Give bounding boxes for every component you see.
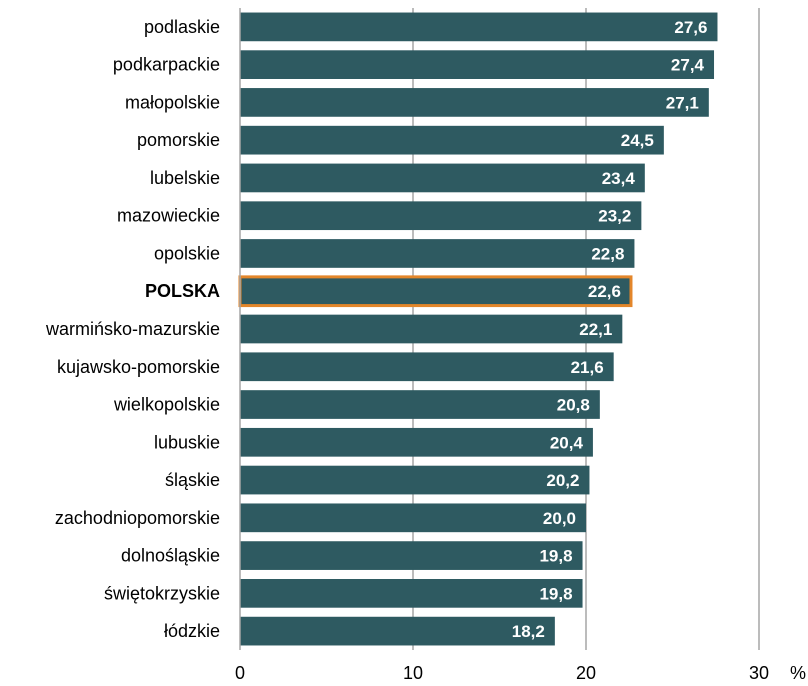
bar-10 [240, 390, 600, 419]
bar-value-label-10: 20,8 [557, 396, 590, 415]
bar-value-label-16: 18,2 [512, 622, 545, 641]
category-label-2: małopolskie [125, 92, 220, 112]
category-label-0: podlaskie [144, 17, 220, 37]
category-label-15: świętokrzyskie [104, 583, 220, 603]
category-label-3: pomorskie [137, 130, 220, 150]
bar-9 [240, 352, 614, 382]
category-label-8: warmińsko-mazurskie [45, 319, 220, 339]
category-label-9: kujawsko-pomorskie [57, 357, 220, 377]
category-label-5: mazowieckie [117, 206, 220, 226]
bar-value-label-9: 21,6 [571, 358, 604, 377]
x-tick-label-0: 0 [235, 663, 245, 683]
bar-value-label-1: 27,4 [671, 56, 705, 75]
category-label-6: opolskie [154, 243, 220, 263]
bar-value-label-5: 23,2 [598, 207, 631, 226]
category-label-14: dolnośląskie [121, 546, 220, 566]
bar-12 [240, 465, 590, 495]
bar-5 [240, 201, 642, 231]
bar-value-label-13: 20,0 [543, 509, 576, 528]
category-label-13: zachodniopomorskie [55, 508, 220, 528]
bar-value-label-15: 19,8 [539, 584, 572, 603]
bar-7 [238, 275, 633, 308]
bar-8 [240, 314, 623, 344]
bar-4 [240, 163, 645, 193]
x-tick-label-30: 30 [749, 663, 769, 683]
bar-14 [240, 541, 583, 570]
bar-value-label-2: 27,1 [666, 93, 699, 112]
bar-value-label-3: 24,5 [621, 131, 654, 150]
bar-3 [240, 125, 664, 155]
bar-value-label-4: 23,4 [602, 169, 636, 188]
bar-1 [240, 50, 715, 79]
bar-0 [240, 12, 718, 42]
bar-16 [240, 616, 555, 646]
bar-value-label-0: 27,6 [674, 18, 707, 37]
category-label-7: POLSKA [145, 281, 220, 301]
category-label-11: lubuskie [154, 432, 220, 452]
bar-value-label-14: 19,8 [539, 547, 572, 566]
bar-value-label-8: 22,1 [579, 320, 612, 339]
category-label-12: śląskie [165, 470, 220, 490]
bar-value-label-11: 20,4 [550, 433, 584, 452]
category-label-4: lubelskie [150, 168, 220, 188]
bar-13 [240, 503, 586, 533]
x-tick-label-10: 10 [403, 663, 423, 683]
bar-value-label-12: 20,2 [546, 471, 579, 490]
x-axis-unit-label: % [790, 663, 806, 683]
bar-6 [240, 239, 635, 268]
bar-value-label-6: 22,8 [591, 244, 624, 263]
category-label-1: podkarpackie [113, 55, 220, 75]
category-label-10: wielkopolskie [113, 395, 220, 415]
bar-2 [240, 88, 709, 117]
bar-value-label-7: 22,6 [588, 282, 621, 301]
category-label-16: łódzkie [164, 621, 220, 641]
x-tick-label-20: 20 [576, 663, 596, 683]
bar-15 [240, 579, 583, 608]
bar-11 [240, 427, 593, 457]
